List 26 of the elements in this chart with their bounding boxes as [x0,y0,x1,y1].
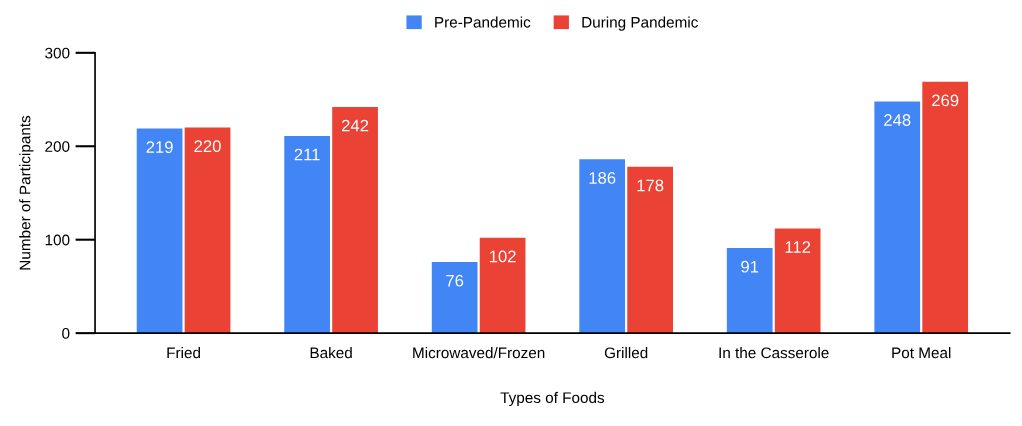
x-tick-label: Baked [310,347,352,359]
data-label: 102 [489,250,516,263]
data-label: 76 [446,274,464,287]
data-label: 269 [932,94,959,107]
data-label: 220 [194,140,221,153]
legend-label: Pre-Pandemic [435,16,531,28]
data-label: 219 [146,141,173,153]
x-tick-label: In the Casserole [719,347,829,359]
y-axis-title: Number of Participants [19,115,34,270]
legend-label: During Pandemic [582,16,698,31]
y-tick-label: 300 [45,47,70,59]
data-label: 186 [589,172,616,184]
data-label: 91 [741,260,759,273]
x-tick-label: Grilled [604,347,648,359]
y-tick-label: 0 [62,328,70,339]
x-tick-label: Pot Meal [892,347,951,359]
data-label: 242 [342,119,369,132]
data-label: 112 [785,241,811,253]
y-tick-label: 200 [45,141,70,152]
x-tick-label: Fried [167,347,200,359]
x-axis-title: Types of Foods [500,391,605,407]
data-label: 178 [637,179,664,192]
x-tick-label: Microwaved/Frozen [413,347,545,359]
data-label: 211 [294,148,320,161]
data-label: 248 [884,114,911,126]
y-tick-label: 100 [45,234,70,246]
